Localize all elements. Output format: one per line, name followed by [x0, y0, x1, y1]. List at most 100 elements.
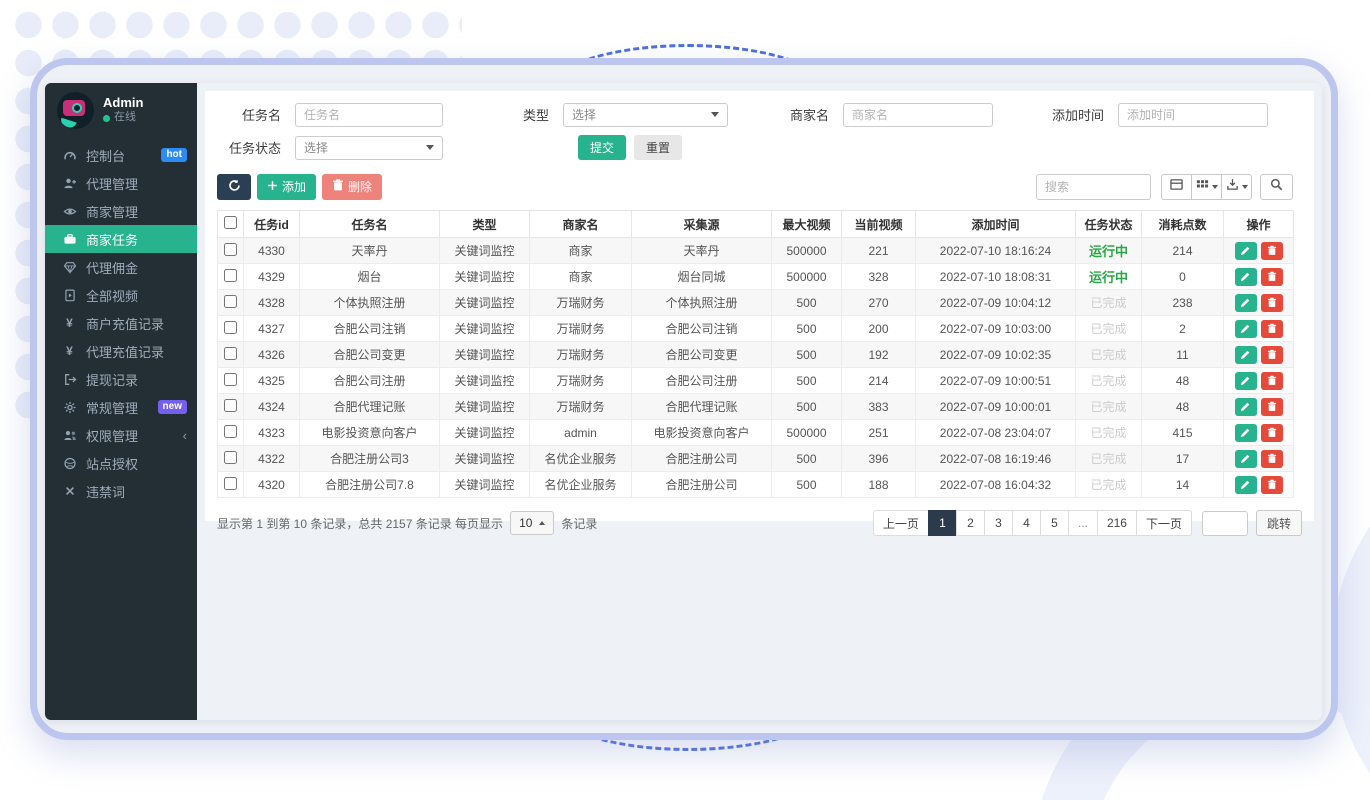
submit-button[interactable]: 提交: [578, 135, 627, 160]
sidebar-item-4[interactable]: 商家任务: [45, 225, 197, 253]
sidebar-item-9[interactable]: 提现记录: [45, 365, 197, 393]
cell-name: 合肥公司变更: [299, 341, 440, 368]
page-button-216[interactable]: 216: [1096, 510, 1137, 536]
sidebar-item-2[interactable]: 代理管理: [45, 169, 197, 197]
cell-current: 270: [841, 289, 916, 316]
status-badge: 已完成: [1090, 374, 1127, 388]
task-name-input[interactable]: [295, 102, 443, 127]
delete-row-button[interactable]: [1260, 293, 1283, 312]
cell-added: 2022-07-09 10:04:12: [915, 289, 1076, 316]
row-checkbox[interactable]: [224, 242, 237, 256]
cell-source: 合肥公司变更: [631, 341, 772, 368]
export-button[interactable]: [1221, 173, 1252, 200]
cell-id: 4325: [243, 367, 300, 394]
page-button-3[interactable]: 3: [983, 510, 1013, 536]
columns-button[interactable]: [1191, 173, 1222, 200]
content-area: 任务名 类型 选择 商家名 添加时间 任务状态 选择: [197, 83, 1322, 720]
page-size-dropdown[interactable]: 10: [510, 511, 555, 535]
sidebar-item-10[interactable]: 常规管理 new: [45, 393, 197, 421]
delete-row-button[interactable]: [1260, 475, 1283, 494]
sidebar-item-13[interactable]: 违禁词: [45, 477, 197, 505]
sidebar-item-12[interactable]: 站点授权: [45, 449, 197, 477]
delete-button[interactable]: 删除: [322, 173, 383, 200]
task-status-select[interactable]: 选择: [295, 135, 443, 160]
row-checkbox[interactable]: [224, 398, 237, 412]
delete-row-button[interactable]: [1260, 345, 1283, 364]
sidebar-item-7[interactable]: ¥ 商户充值记录: [45, 309, 197, 337]
sidebar-item-8[interactable]: ¥ 代理充值记录: [45, 337, 197, 365]
cell-merchant: 名优企业服务: [529, 445, 632, 472]
sidebar-item-6[interactable]: 全部视频: [45, 281, 197, 309]
settings-gear-icon: [61, 401, 78, 414]
edit-button[interactable]: [1234, 475, 1257, 494]
cell-type: 关键词监控: [439, 393, 530, 420]
edit-button[interactable]: [1234, 319, 1257, 338]
edit-button[interactable]: [1234, 293, 1257, 312]
cell-source: 合肥注册公司: [631, 445, 772, 472]
delete-row-button[interactable]: [1260, 449, 1283, 468]
user-block[interactable]: Admin 在线: [45, 83, 197, 133]
jump-button[interactable]: 跳转: [1255, 510, 1302, 536]
row-checkbox[interactable]: [224, 450, 237, 464]
chevron-down-icon: [1241, 184, 1248, 189]
edit-button[interactable]: [1234, 449, 1257, 468]
edit-button[interactable]: [1234, 371, 1257, 390]
edit-button[interactable]: [1234, 267, 1257, 286]
next-page-button[interactable]: 下一页: [1135, 510, 1192, 536]
sidebar-item-3[interactable]: 商家管理: [45, 197, 197, 225]
row-checkbox[interactable]: [224, 476, 237, 490]
delete-row-button[interactable]: [1260, 319, 1283, 338]
cell-added: 2022-07-10 18:16:24: [915, 237, 1076, 264]
row-checkbox[interactable]: [224, 294, 237, 308]
add-time-input[interactable]: [1118, 102, 1268, 127]
refresh-button[interactable]: [217, 173, 251, 200]
jump-page-input[interactable]: [1201, 510, 1248, 536]
sidebar-item-11[interactable]: 权限管理 ‹: [45, 421, 197, 449]
status-badge: 已完成: [1090, 296, 1127, 310]
sidebar-item-label: 商家任务: [86, 232, 139, 248]
edit-button[interactable]: [1234, 241, 1257, 260]
table-search-input[interactable]: [1036, 173, 1151, 200]
edit-button[interactable]: [1234, 345, 1257, 364]
row-checkbox[interactable]: [224, 424, 237, 438]
type-select[interactable]: 选择: [563, 102, 728, 127]
sidebar-item-label: 违禁词: [86, 484, 126, 500]
app-window: Admin 在线 控制台 hot 代理管理 商家管理商家任务代理佣金 全部视频 ¥ 商户充值…: [45, 83, 1322, 720]
prev-page-button[interactable]: 上一页: [872, 510, 929, 536]
toggle-view-button[interactable]: [1161, 173, 1192, 200]
page-button-2[interactable]: 2: [955, 510, 985, 536]
row-checkbox[interactable]: [224, 346, 237, 360]
delete-row-button[interactable]: [1260, 267, 1283, 286]
delete-row-button[interactable]: [1260, 423, 1283, 442]
page-button-4[interactable]: 4: [1011, 510, 1041, 536]
table-row: 4322 合肥注册公司3 关键词监控 名优企业服务 合肥注册公司 500 396 2022-0…: [217, 445, 1294, 472]
add-button[interactable]: 添加: [257, 173, 317, 200]
search-button[interactable]: [1260, 173, 1293, 200]
cell-id: 4320: [243, 471, 300, 498]
page-button-5[interactable]: 5: [1039, 510, 1069, 536]
row-checkbox[interactable]: [224, 320, 237, 334]
columns-icon: [1196, 178, 1209, 196]
edit-button[interactable]: [1234, 423, 1257, 442]
table-row: 4324 合肥代理记账 关键词监控 万瑞财务 合肥代理记账 500 383 2022-07-0…: [217, 393, 1294, 420]
select-all-checkbox[interactable]: [224, 216, 237, 229]
delete-row-button[interactable]: [1260, 371, 1283, 390]
sidebar-item-label: 控制台: [86, 148, 126, 164]
merchant-name-input[interactable]: [843, 102, 993, 127]
page-button-1[interactable]: 1: [927, 510, 957, 536]
sidebar-item-5[interactable]: 代理佣金: [45, 253, 197, 281]
table-row: 4330 天率丹 关键词监控 商家 天率丹 500000 221 2022-07-10 18:…: [217, 237, 1294, 264]
cell-added: 2022-07-09 10:00:01: [915, 393, 1076, 420]
reset-button[interactable]: 重置: [634, 135, 683, 160]
cell-max: 500000: [771, 263, 842, 290]
cell-merchant: 商家: [529, 237, 632, 264]
delete-row-button[interactable]: [1260, 241, 1283, 260]
delete-row-button[interactable]: [1260, 397, 1283, 416]
sidebar-item-1[interactable]: 控制台 hot: [45, 141, 197, 169]
edit-button[interactable]: [1234, 397, 1257, 416]
cell-source: 合肥代理记账: [631, 393, 772, 420]
row-checkbox[interactable]: [224, 372, 237, 386]
type-label: 类型: [522, 108, 549, 123]
row-checkbox[interactable]: [224, 268, 237, 282]
cell-type: 关键词监控: [439, 419, 530, 446]
